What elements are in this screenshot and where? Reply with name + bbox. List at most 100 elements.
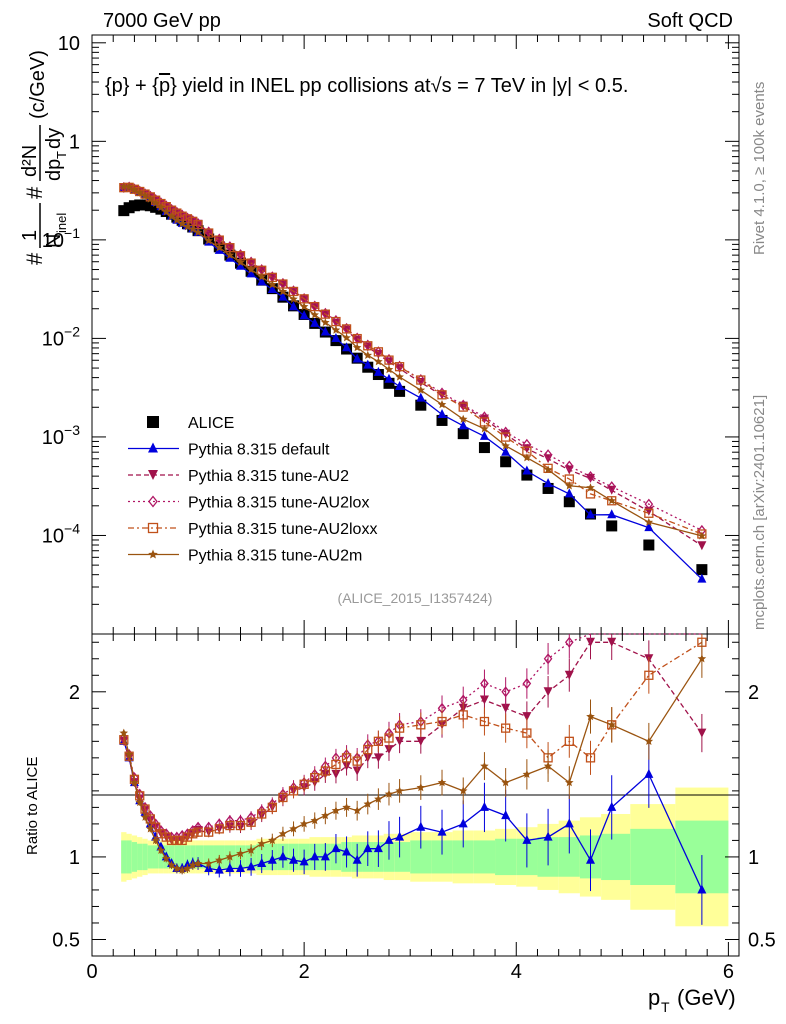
ratio-point-pythia-8-315-tune-au2loxx	[193, 827, 203, 837]
band-stat-36	[452, 840, 474, 874]
x-tick-label: 4	[511, 961, 522, 983]
ratio-point-pythia-8-315-tune-au2m	[299, 819, 309, 828]
main-point-pythia-8-315-tune-au2	[479, 414, 489, 424]
ratio-point-pythia-8-315-default	[225, 862, 235, 872]
ratio-point-pythia-8-315-default	[257, 858, 267, 868]
ratio-point-pythia-8-315-default	[501, 810, 511, 820]
ratio-point-pythia-8-315-tune-au2m	[151, 835, 160, 845]
ratio-y-tick-label-left: 0.5	[52, 929, 80, 951]
main-point-pythia-8-315-tune-au2	[384, 357, 394, 367]
main-y-tick-label: 10−3	[42, 422, 80, 449]
main-point-pythia-8-315-tune-au2loxx	[363, 341, 373, 351]
main-point-pythia-8-315-tune-au2m	[172, 215, 182, 224]
main-point-pythia-8-315-tune-au2m	[167, 211, 176, 221]
ratio-point-pythia-8-315-tune-au2loxx	[235, 820, 246, 831]
ratio-point-pythia-8-315-tune-au2	[384, 745, 394, 755]
ratio-point-pythia-8-315-tune-au2loxx	[246, 817, 256, 827]
legend-marker-pythia-8-315-tune-au2m	[148, 549, 158, 559]
ratio-point-pythia-8-315-tune-au2loxx	[522, 728, 532, 738]
main-y-tick-label: 10	[58, 33, 80, 55]
ratio-point-pythia-8-315-default	[320, 851, 330, 861]
ylabel-n: N	[43, 234, 65, 248]
ratio-point-pythia-8-315-tune-au2m	[289, 824, 298, 833]
ratio-point-pythia-8-315-tune-au2lox	[480, 677, 489, 690]
main-y-tick-base: 10	[42, 427, 64, 449]
main-point-pythia-8-315-tune-au2loxx	[341, 324, 352, 334]
main-point-pythia-8-315-tune-au2m	[437, 400, 447, 409]
main-point-pythia-8-315-tune-au2	[373, 349, 383, 359]
band-stat-11	[179, 845, 185, 869]
header-energy: 7000 GeV pp	[103, 10, 221, 32]
main-point-pythia-8-315-tune-au2m	[236, 257, 245, 266]
ylabel-unit: (c/GeV)	[27, 50, 49, 119]
ratio-point-pythia-8-315-tune-au2m	[278, 829, 288, 838]
ratio-point-pythia-8-315-tune-au2loxx	[188, 829, 198, 839]
ratio-point-pythia-8-315-tune-au2	[331, 769, 341, 779]
xlabel-t: T	[661, 999, 670, 1015]
legend-label-alice: ALICE	[188, 415, 234, 432]
main-point-pythia-8-315-tune-au2m	[480, 424, 489, 433]
ylabel-hash-2: #	[22, 186, 47, 199]
ratio-point-pythia-8-315-tune-au2m	[565, 778, 574, 787]
main-point-pythia-8-315-default	[479, 430, 489, 440]
ratio-point-pythia-8-315-tune-au2m	[167, 860, 176, 869]
ratio-point-pythia-8-315-default	[437, 826, 447, 836]
main-point-alice	[563, 496, 575, 508]
ratio-point-pythia-8-315-tune-au2m	[177, 865, 187, 874]
ratio-point-pythia-8-315-tune-au2loxx	[363, 744, 373, 755]
ratio-y-tick-label-left: 1	[69, 847, 80, 869]
ratio-point-pythia-8-315-tune-au2loxx	[182, 832, 193, 842]
ratio-point-pythia-8-315-tune-au2loxx	[501, 723, 511, 733]
main-point-pythia-8-315-tune-au2m	[458, 414, 468, 423]
ylabel-dy: dy	[43, 128, 65, 149]
main-point-pythia-8-315-default	[331, 333, 341, 343]
band-stat-5	[147, 845, 153, 869]
band-stat-34	[410, 840, 432, 874]
main-point-alice	[542, 482, 554, 494]
main-point-pythia-8-315-tune-au2m	[352, 343, 362, 352]
main-point-pythia-8-315-default	[235, 260, 245, 270]
ratio-line-pythia-8-315-tune-au2m	[123, 658, 703, 871]
main-plot-frame	[91, 34, 740, 635]
ratio-point-pythia-8-315-tune-au2	[522, 712, 532, 722]
ratio-point-pythia-8-315-tune-au2loxx	[585, 753, 596, 763]
ratio-point-pythia-8-315-tune-au2loxx	[352, 756, 362, 766]
band-stat-41	[558, 837, 580, 877]
main-point-pythia-8-315-default	[342, 342, 352, 352]
ratio-point-pythia-8-315-tune-au2loxx	[299, 779, 309, 789]
ratio-point-pythia-8-315-default	[342, 846, 352, 856]
main-point-pythia-8-315-tune-au2m	[331, 325, 341, 334]
main-y-tick-label: 10−2	[42, 323, 80, 350]
ratio-point-pythia-8-315-tune-au2m	[204, 859, 213, 868]
main-point-pythia-8-315-tune-au2m	[416, 385, 426, 394]
legend-label-pythia-8-315-tune-au2: Pythia 8.315 tune-AU2	[188, 468, 349, 485]
ratio-point-pythia-8-315-tune-au2m	[268, 835, 277, 845]
main-y-tick-exponent: −3	[64, 422, 80, 438]
band-stat-4	[142, 843, 148, 871]
main-point-pythia-8-315-default	[522, 465, 532, 475]
main-point-pythia-8-315-tune-au2loxx	[416, 375, 426, 385]
ratio-point-pythia-8-315-tune-au2m	[374, 794, 383, 803]
ratio-y-tick-label-right: 1	[748, 847, 759, 869]
ratio-point-pythia-8-315-default	[543, 831, 553, 841]
ratio-point-pythia-8-315-default	[416, 821, 426, 831]
ratio-point-pythia-8-315-tune-au2m	[363, 799, 373, 808]
main-point-pythia-8-315-tune-au2loxx	[501, 432, 511, 442]
ylabel-inel: inel	[54, 213, 69, 233]
main-point-pythia-8-315-tune-au2m	[156, 203, 166, 212]
title-part-2: } yield in INEL pp collisions at	[170, 75, 431, 97]
main-point-pythia-8-315-tune-au2m	[257, 272, 266, 281]
ratio-point-pythia-8-315-tune-au2loxx	[320, 766, 330, 776]
main-point-pythia-8-315-tune-au2loxx	[697, 529, 707, 539]
ratio-point-pythia-8-315-tune-au2loxx	[384, 733, 394, 743]
ratio-point-pythia-8-315-tune-au2loxx	[373, 736, 384, 746]
main-point-pythia-8-315-tune-au2m	[543, 465, 553, 474]
band-stat-14	[195, 845, 204, 869]
main-point-pythia-8-315-tune-au2m	[119, 182, 129, 191]
ratio-y-tick-label-right: 0.5	[748, 929, 776, 951]
ratio-point-pythia-8-315-tune-au2loxx	[172, 835, 182, 846]
main-point-pythia-8-315-default	[607, 509, 617, 519]
ratio-line-pythia-8-315-tune-au2loxx	[123, 641, 703, 842]
band-stat-19	[245, 845, 257, 869]
ratio-point-pythia-8-315-tune-au2m	[135, 797, 144, 807]
